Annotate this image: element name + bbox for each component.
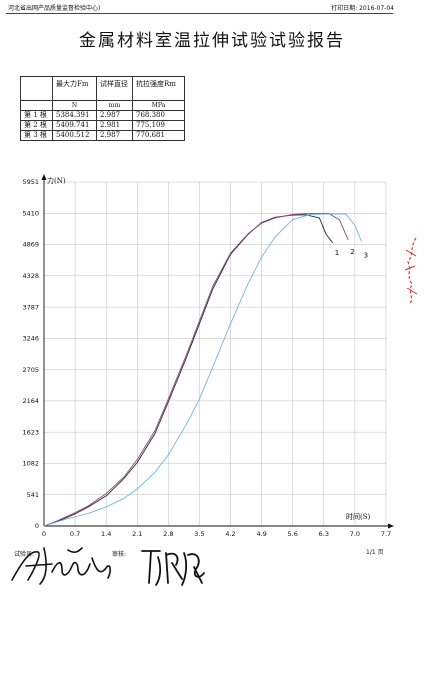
series-line-1 bbox=[43, 214, 334, 527]
series-labels: 1 2 3 bbox=[335, 248, 368, 260]
x-tick-label: 4.2 bbox=[225, 530, 235, 538]
y-tick-label: 4869 bbox=[22, 241, 39, 249]
row-label: 第 3 根 bbox=[20, 130, 53, 141]
chart-axes bbox=[41, 174, 394, 529]
tester-signature bbox=[11, 547, 111, 585]
x-axis-label: 时间(S) bbox=[346, 512, 371, 521]
page-number: 1/1 页 bbox=[366, 549, 384, 556]
table-row: 第 1 根 5384.391 2.987 768.380 bbox=[20, 110, 185, 121]
org-name: 河北省出网产品质量监督检验中心) bbox=[8, 5, 101, 12]
seal-stamp bbox=[404, 237, 418, 305]
tester-label: 试验员: bbox=[14, 551, 35, 558]
force-time-chart: 0 541 1082 1623 2164 2705 3246 3787 4328 4869 5410… bbox=[22, 174, 394, 538]
y-tick-label: 2164 bbox=[22, 397, 39, 405]
y-tick-labels: 0 541 1082 1623 2164 2705 3246 3787 4328 4869 5410… bbox=[22, 178, 39, 530]
x-tick-label: 1.4 bbox=[101, 530, 111, 538]
y-tick-label: 5951 bbox=[22, 178, 39, 186]
x-tick-label: 6.3 bbox=[319, 530, 329, 538]
y-tick-label: 1623 bbox=[22, 428, 39, 436]
y-tick-label: 1082 bbox=[22, 460, 39, 468]
table-row: 第 2 根 5409.741 2.981 775.109 bbox=[20, 120, 185, 131]
y-tick-label: 5410 bbox=[22, 209, 39, 217]
print-date: 打印日期: 2016-07-04 bbox=[331, 5, 394, 12]
x-tick-label: 5.6 bbox=[288, 530, 298, 538]
y-tick-label: 541 bbox=[27, 491, 39, 499]
x-axis-arrow bbox=[388, 523, 394, 529]
x-tick-label: 0.7 bbox=[70, 530, 80, 538]
x-tick-label: 7.0 bbox=[350, 530, 360, 538]
results-table: 最大力Fm 试样直径 抗拉强度Rm N mm MPa 第 1 根 5384.39… bbox=[20, 76, 185, 141]
x-tick-labels: 0 0.7 1.4 2.1 2.8 3.5 4.2 4.9 5.6 6.3 7.0 7.7 bbox=[42, 530, 391, 538]
strength-cell: 775.109 bbox=[132, 120, 185, 131]
x-tick-label: 4.9 bbox=[256, 530, 266, 538]
row-label: 第 1 根 bbox=[20, 110, 53, 121]
y-tick-label: 2705 bbox=[22, 366, 39, 374]
series-label-2: 2 bbox=[350, 248, 354, 256]
strength-cell: 770.681 bbox=[132, 130, 185, 141]
unit-cell bbox=[20, 100, 53, 111]
header-cell: 最大力Fm bbox=[52, 76, 97, 101]
row-label: 第 2 根 bbox=[20, 120, 53, 131]
series-line-3 bbox=[43, 213, 363, 527]
chart-series bbox=[43, 212, 363, 527]
x-tick-label: 2.8 bbox=[163, 530, 173, 538]
reviewer-label: 审核: bbox=[112, 551, 127, 558]
reviewer-signature bbox=[141, 550, 205, 586]
table-header-row: 最大力Fm 试样直径 抗拉强度Rm bbox=[20, 76, 185, 101]
max-force-cell: 5384.391 bbox=[52, 110, 97, 121]
x-tick-label: 2.1 bbox=[132, 530, 142, 538]
y-axis-label: 力(N) bbox=[47, 176, 66, 185]
series-label-3: 3 bbox=[364, 252, 368, 260]
x-tick-label: 3.5 bbox=[194, 530, 204, 538]
max-force-cell: 5409.741 bbox=[52, 120, 97, 131]
header-cell bbox=[20, 76, 53, 101]
strength-cell: 768.380 bbox=[132, 110, 185, 121]
header-rule bbox=[6, 13, 393, 14]
header-cell: 试样直径 bbox=[96, 76, 133, 101]
chart-grid bbox=[43, 181, 387, 527]
max-force-cell: 5400.512 bbox=[52, 130, 97, 141]
y-tick-label: 0 bbox=[35, 522, 39, 530]
unit-cell: MPa bbox=[132, 100, 185, 111]
diameter-cell: 2.987 bbox=[96, 110, 133, 121]
y-axis-arrow bbox=[41, 174, 47, 180]
diameter-cell: 2.987 bbox=[96, 130, 133, 141]
x-tick-label: 0 bbox=[42, 530, 46, 538]
unit-cell: N bbox=[52, 100, 97, 111]
y-tick-label: 3787 bbox=[22, 303, 39, 311]
header-cell: 抗拉强度Rm bbox=[132, 76, 185, 101]
table-unit-row: N mm MPa bbox=[20, 100, 185, 111]
diameter-cell: 2.981 bbox=[96, 120, 133, 131]
y-tick-label: 4328 bbox=[22, 272, 39, 280]
x-tick-label: 7.7 bbox=[381, 530, 391, 538]
report-title: 金属材料室温拉伸试验试验报告 bbox=[79, 31, 345, 51]
y-tick-label: 3246 bbox=[22, 335, 39, 343]
series-line-2 bbox=[43, 212, 349, 527]
table-row: 第 3 根 5400.512 2.987 770.681 bbox=[20, 130, 185, 141]
unit-cell: mm bbox=[96, 100, 133, 111]
series-label-1: 1 bbox=[335, 249, 339, 257]
